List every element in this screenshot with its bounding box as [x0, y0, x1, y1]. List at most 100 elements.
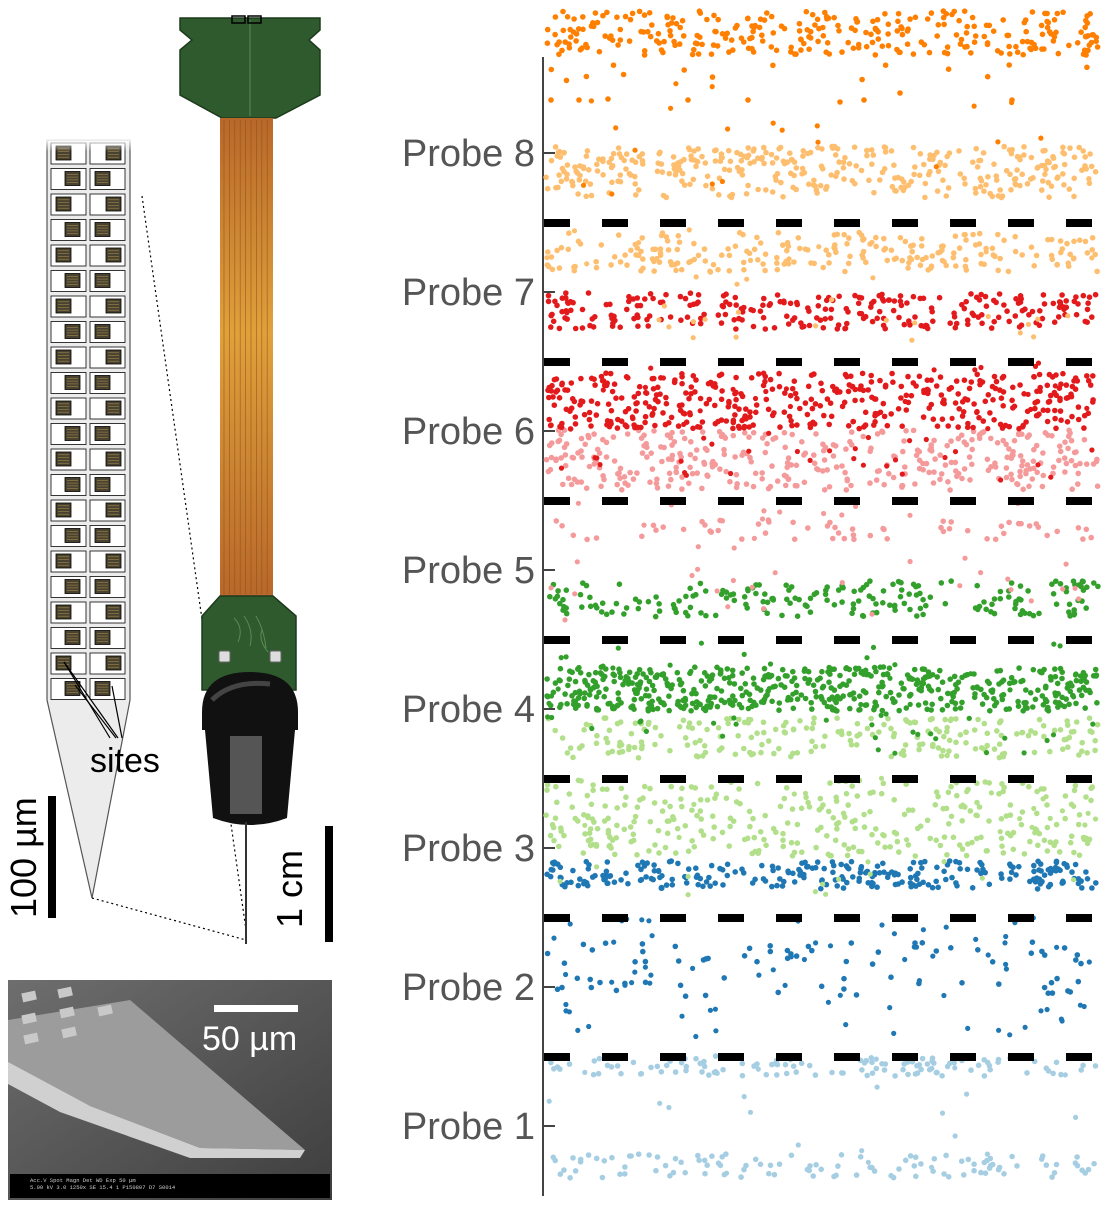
spike-dot: [895, 18, 901, 25]
spike-dot: [631, 696, 638, 703]
spike-dot: [868, 31, 874, 38]
spike-dot: [685, 874, 691, 880]
spike-dot: [759, 516, 766, 522]
spike-dot: [1010, 384, 1016, 391]
spike-dot: [708, 694, 715, 700]
spike-dot: [962, 44, 968, 50]
spike-dot: [841, 399, 848, 406]
spike-dot: [1083, 52, 1089, 58]
spike-dot: [703, 182, 709, 189]
spike-dot: [632, 674, 639, 680]
spike-dot: [569, 454, 576, 461]
spike-dot: [807, 28, 814, 35]
spike-dot: [687, 302, 693, 309]
spike-dot: [1089, 255, 1095, 261]
spike-dot: [575, 500, 582, 506]
spike-dot: [739, 1072, 746, 1079]
spike-dot: [868, 1055, 875, 1061]
spike-dot: [1070, 877, 1077, 883]
spike-dot: [776, 146, 782, 152]
spike-dot: [1036, 876, 1043, 882]
spike-dot: [643, 389, 649, 396]
spike-dot: [891, 298, 898, 304]
spike-dot: [690, 335, 696, 341]
spike-dot: [901, 686, 907, 692]
spike-dot: [975, 1062, 982, 1069]
spike-dot: [817, 403, 824, 409]
spike-dot: [673, 609, 679, 616]
spike-dot: [896, 314, 902, 321]
spike-dot: [926, 49, 933, 56]
spike-dot: [945, 185, 952, 191]
spike-dot: [799, 860, 805, 866]
recording-site: [64, 579, 81, 594]
spike-dot: [626, 1153, 633, 1159]
spike-dot: [1050, 155, 1057, 161]
spike-dot: [964, 1091, 970, 1097]
spike-dot: [673, 267, 679, 274]
spike-dot: [887, 602, 893, 608]
spike-dot: [646, 678, 653, 685]
spike-dot: [678, 1159, 684, 1166]
spike-dot: [940, 518, 946, 524]
spike-dot: [656, 850, 662, 856]
spike-dot: [848, 940, 855, 946]
spike-dot: [811, 371, 817, 377]
spike-dot: [678, 1059, 685, 1066]
spike-dot: [1032, 879, 1039, 885]
spike-dot: [680, 526, 687, 533]
spike-dot: [679, 1013, 685, 1019]
spike-dot: [722, 35, 729, 41]
spike-dot: [852, 825, 858, 832]
spike-dot: [700, 883, 706, 890]
spike-dot: [672, 377, 678, 383]
spike-dot: [690, 176, 697, 183]
spike-dot: [834, 826, 840, 832]
spike-dot: [778, 179, 784, 186]
spike-dot: [824, 467, 830, 473]
spike-dot: [748, 751, 755, 758]
spike-dot: [941, 859, 947, 865]
spike-dot: [651, 405, 657, 412]
spike-dot: [1077, 460, 1083, 467]
spike-dot: [1000, 17, 1006, 23]
spike-dot: [891, 256, 898, 263]
spike-dot: [966, 385, 973, 392]
spike-dot: [852, 446, 858, 452]
spike-dot: [895, 10, 902, 17]
spike-dot: [1071, 612, 1077, 618]
spike-dot: [972, 746, 979, 752]
recording-site: [94, 579, 111, 594]
spike-dot: [667, 32, 674, 39]
spike-dot: [805, 525, 811, 531]
spike-dot: [571, 228, 578, 234]
spike-dot: [824, 584, 830, 590]
spike-dot: [555, 686, 561, 692]
spike-dot: [1048, 979, 1055, 986]
spike-dot: [909, 807, 916, 813]
spike-dot: [554, 247, 560, 254]
spike-dot: [563, 77, 570, 84]
spike-dot: [866, 177, 872, 184]
spike-dot: [1085, 33, 1091, 39]
spike-dot: [658, 1069, 665, 1075]
spike-dot: [647, 291, 654, 297]
spike-dot: [937, 667, 943, 674]
spike-dot: [783, 719, 789, 726]
spike-dot: [730, 693, 736, 699]
spike-dot: [806, 308, 812, 315]
spike-dot: [1017, 382, 1023, 388]
spike-dot: [746, 808, 753, 815]
spike-dot: [833, 794, 839, 801]
spike-dot: [765, 406, 772, 413]
spike-dot: [797, 718, 803, 724]
spike-dot: [1028, 406, 1034, 412]
spike-dot: [553, 518, 560, 524]
spike-dot: [691, 256, 697, 263]
spike-dot: [615, 232, 622, 238]
spike-dot: [898, 680, 905, 686]
spike-dot: [667, 747, 673, 754]
spike-dot: [613, 395, 619, 402]
spike-dot: [942, 162, 948, 169]
spike-dot: [575, 191, 581, 197]
